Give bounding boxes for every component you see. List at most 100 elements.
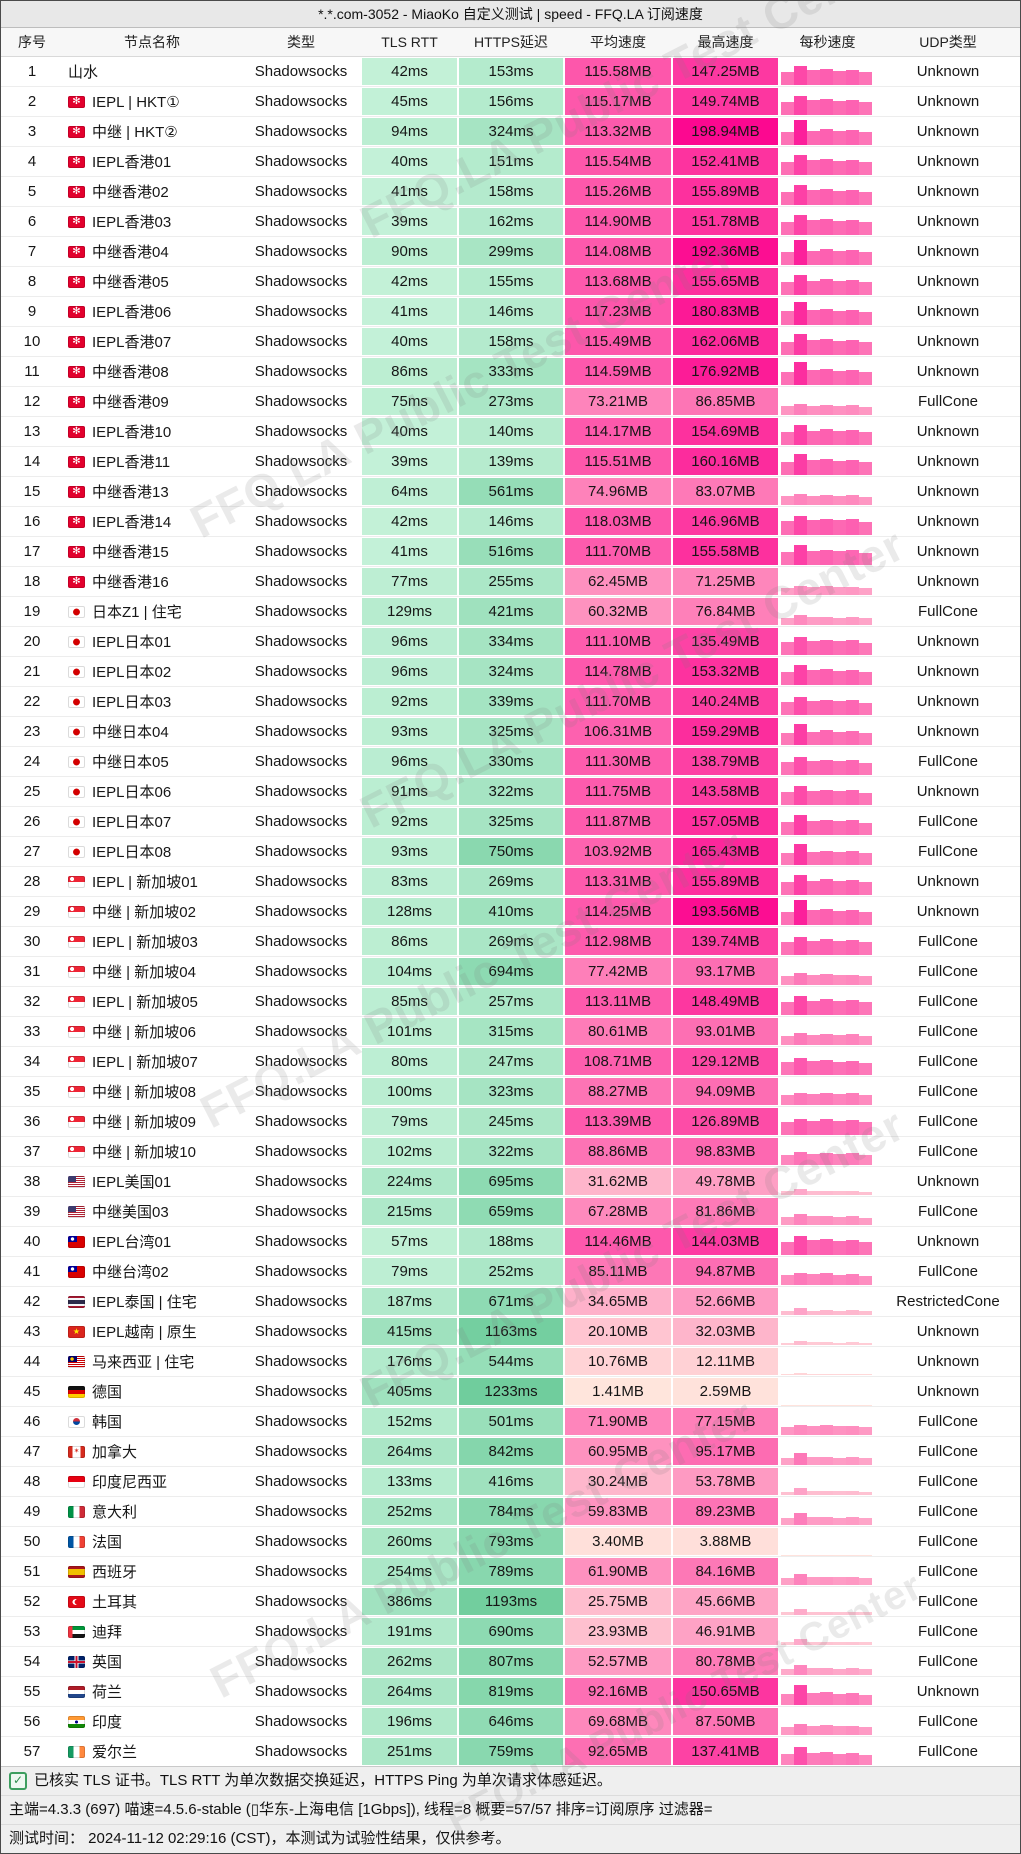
per-second-speed-chart <box>779 627 876 656</box>
avg-speed-cell: 112.98MB <box>564 927 672 956</box>
https-delay-cell: 252ms <box>458 1257 564 1286</box>
node-type: Shadowsocks <box>254 1563 348 1580</box>
udp-type-cell: Unknown <box>916 123 980 140</box>
table-row: 45 德国 Shadowsocks 405ms 1233ms 1.41MB 2.… <box>1 1376 1020 1406</box>
node-name: 中继台湾02 <box>92 1264 169 1281</box>
https-delay-cell: 269ms <box>458 927 564 956</box>
row-index: 30 <box>23 933 41 950</box>
node-name-cell: 中继香港13 <box>63 477 241 506</box>
row-index: 36 <box>23 1113 41 1130</box>
table-row: 9 IEPL香港06 Shadowsocks 41ms 146ms 117.23… <box>1 296 1020 326</box>
flag-sg-icon <box>68 965 85 978</box>
flag-jp-icon <box>68 725 85 738</box>
https-delay-cell: 750ms <box>458 837 564 866</box>
max-speed-cell: 46.91MB <box>672 1617 779 1646</box>
row-index: 48 <box>23 1473 41 1490</box>
per-second-speed-chart <box>779 597 876 626</box>
table-row: 6 IEPL香港03 Shadowsocks 39ms 162ms 114.90… <box>1 206 1020 236</box>
tls-rtt-cell: 42ms <box>361 507 458 536</box>
row-index: 40 <box>23 1233 41 1250</box>
tls-rtt-cell: 41ms <box>361 177 458 206</box>
udp-type-cell: Unknown <box>916 783 980 800</box>
node-name-cell: 中继 | 新加坡10 <box>63 1137 241 1166</box>
table-row: 38 IEPL美国01 Shadowsocks 224ms 695ms 31.6… <box>1 1166 1020 1196</box>
table-row: 13 IEPL香港10 Shadowsocks 40ms 140ms 114.1… <box>1 416 1020 446</box>
row-index: 46 <box>23 1413 41 1430</box>
node-name: 印度 <box>92 1714 123 1731</box>
table-row: 56 印度 Shadowsocks 196ms 646ms 69.68MB 87… <box>1 1706 1020 1736</box>
table-row: 21 IEPL日本02 Shadowsocks 96ms 324ms 114.7… <box>1 656 1020 686</box>
https-delay-cell: 188ms <box>458 1227 564 1256</box>
max-speed-cell: 3.88MB <box>672 1527 779 1556</box>
node-name-cell: 法国 <box>63 1527 241 1556</box>
https-delay-cell: 1193ms <box>458 1587 564 1616</box>
https-delay-cell: 146ms <box>458 507 564 536</box>
per-second-speed-chart <box>779 1617 876 1646</box>
node-type: Shadowsocks <box>254 693 348 710</box>
node-name-cell: IEPL香港14 <box>63 507 241 536</box>
https-delay-cell: 784ms <box>458 1497 564 1526</box>
table-row: 44 马来西亚 | 住宅 Shadowsocks 176ms 544ms 10.… <box>1 1346 1020 1376</box>
node-type: Shadowsocks <box>254 63 348 80</box>
table-row: 37 中继 | 新加坡10 Shadowsocks 102ms 322ms 88… <box>1 1136 1020 1166</box>
tls-rtt-cell: 41ms <box>361 537 458 566</box>
row-index: 47 <box>23 1443 41 1460</box>
node-name: 中继香港13 <box>92 484 169 501</box>
node-name: 荷兰 <box>92 1684 123 1701</box>
flag-tw-icon <box>68 1265 85 1278</box>
udp-type-cell: Unknown <box>916 423 980 440</box>
per-second-speed-chart <box>779 867 876 896</box>
https-delay-cell: 1233ms <box>458 1377 564 1406</box>
flag-sg-icon <box>68 905 85 918</box>
node-type: Shadowsocks <box>254 1383 348 1400</box>
row-index: 22 <box>23 693 41 710</box>
per-second-speed-chart <box>779 1197 876 1226</box>
node-type: Shadowsocks <box>254 303 348 320</box>
tls-rtt-cell: 40ms <box>361 417 458 446</box>
window-title: *.*.com-3052 - MiaoKo 自定义测试 | speed - FF… <box>1 1 1020 28</box>
tls-rtt-cell: 215ms <box>361 1197 458 1226</box>
tls-rtt-cell: 101ms <box>361 1017 458 1046</box>
tls-rtt-cell: 187ms <box>361 1287 458 1316</box>
flag-my-icon <box>68 1355 85 1368</box>
flag-de-icon <box>68 1385 85 1398</box>
max-speed-cell: 149.74MB <box>672 87 779 116</box>
max-speed-cell: 93.17MB <box>672 957 779 986</box>
row-index: 56 <box>23 1713 41 1730</box>
tls-rtt-cell: 100ms <box>361 1077 458 1106</box>
per-second-speed-chart <box>779 1647 876 1676</box>
node-name-cell: IEPL | 新加坡05 <box>63 987 241 1016</box>
udp-type-cell: Unknown <box>916 693 980 710</box>
node-type: Shadowsocks <box>254 603 348 620</box>
per-second-speed-chart <box>779 117 876 146</box>
node-name-cell: 马来西亚 | 住宅 <box>63 1347 241 1376</box>
table-row: 41 中继台湾02 Shadowsocks 79ms 252ms 85.11MB… <box>1 1256 1020 1286</box>
row-index: 37 <box>23 1143 41 1160</box>
udp-type-cell: Unknown <box>916 333 980 350</box>
node-name-cell: 山水 <box>63 57 241 86</box>
flag-es-icon <box>68 1565 85 1578</box>
max-speed-cell: 165.43MB <box>672 837 779 866</box>
node-type: Shadowsocks <box>254 1413 348 1430</box>
avg-speed-cell: 114.08MB <box>564 237 672 266</box>
udp-type-cell: Unknown <box>916 1683 980 1700</box>
avg-speed-cell: 115.54MB <box>564 147 672 176</box>
table-row: 1 山水 Shadowsocks 42ms 153ms 115.58MB 147… <box>1 57 1020 86</box>
flag-fr-icon <box>68 1535 85 1548</box>
node-type: Shadowsocks <box>254 393 348 410</box>
node-name: 中继 | 新加坡04 <box>92 964 196 981</box>
avg-speed-cell: 114.17MB <box>564 417 672 446</box>
row-index: 25 <box>23 783 41 800</box>
avg-speed-cell: 114.46MB <box>564 1227 672 1256</box>
row-index: 5 <box>27 183 37 200</box>
table-row: 8 中继香港05 Shadowsocks 42ms 155ms 113.68MB… <box>1 266 1020 296</box>
node-type: Shadowsocks <box>254 633 348 650</box>
avg-speed-cell: 103.92MB <box>564 837 672 866</box>
udp-type-cell: FullCone <box>917 393 979 410</box>
flag-id-icon <box>68 1475 85 1488</box>
node-type: Shadowsocks <box>254 1203 348 1220</box>
udp-type-cell: FullCone <box>917 1053 979 1070</box>
node-name: 中继香港15 <box>92 544 169 561</box>
https-delay-cell: 759ms <box>458 1737 564 1766</box>
